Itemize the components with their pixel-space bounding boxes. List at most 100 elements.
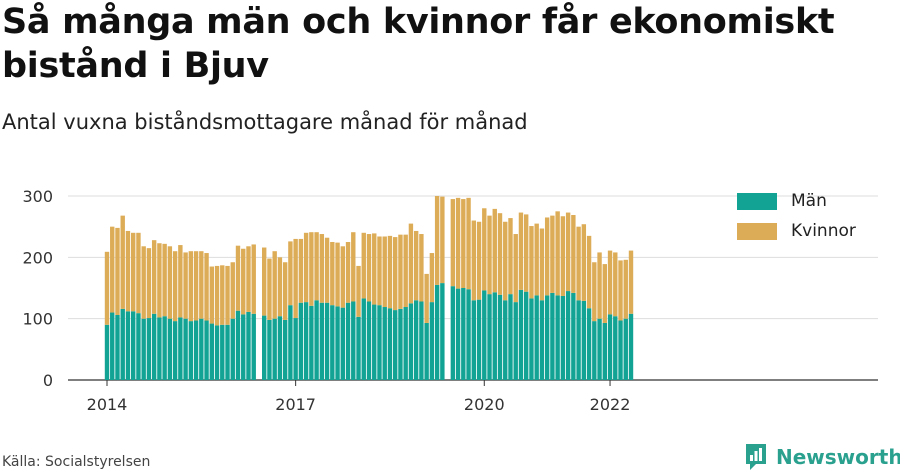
bar-man-2020-01	[482, 290, 487, 380]
bar-kvinnor-2016-07	[262, 247, 267, 316]
bar-kvinnor-2017-12	[351, 232, 356, 302]
bar-man-2017-02	[298, 302, 304, 380]
bar-man-2014-01	[104, 324, 110, 380]
bar-man-2018-05	[377, 305, 382, 380]
bar-kvinnor-2017-09	[335, 242, 340, 307]
bar-man-2017-01	[293, 318, 298, 380]
bar-kvinnor-2022-01	[607, 250, 613, 315]
y-tick-300: 300	[22, 187, 53, 206]
bar-man-2015-08	[204, 320, 209, 380]
bar-man-2019-12	[476, 299, 482, 380]
bar-man-2022-03	[618, 320, 623, 380]
bar-kvinnor-2019-08	[455, 197, 461, 289]
bar-kvinnor-2015-09	[209, 266, 214, 324]
bar-man-2016-11	[282, 319, 288, 380]
bar-man-2021-09	[586, 308, 592, 380]
bar-kvinnor-2017-02	[298, 238, 304, 303]
bar-kvinnor-2020-02	[487, 215, 492, 295]
bar-kvinnor-2017-08	[330, 242, 335, 306]
legend-swatch-kvinnor	[737, 222, 777, 240]
bar-man-2015-05	[188, 321, 194, 380]
bar-kvinnor-2018-09	[398, 234, 403, 309]
bar-kvinnor-2020-05	[503, 221, 508, 301]
bar-man-2014-08	[141, 318, 146, 380]
bar-kvinnor-2021-05	[565, 212, 571, 292]
bar-kvinnor-2018-06	[382, 236, 387, 308]
bar-man-2019-08	[455, 288, 461, 380]
bar-kvinnor-2020-12	[539, 228, 545, 301]
bar-man-2020-03	[492, 292, 497, 380]
bar-kvinnor-2015-05	[188, 251, 194, 322]
bar-man-2020-12	[539, 300, 545, 380]
bar-man-2019-09	[461, 288, 466, 380]
bar-kvinnor-2014-05	[125, 230, 131, 312]
bar-man-2021-03	[555, 295, 560, 380]
bar-man-2016-12	[288, 305, 293, 380]
bar-kvinnor-2020-01	[482, 208, 487, 291]
bar-kvinnor-2014-06	[131, 232, 136, 312]
newsworthy-logo-icon	[746, 444, 766, 470]
bar-man-2018-11	[408, 303, 414, 380]
bar-kvinnor-2021-12	[602, 264, 607, 323]
bar-kvinnor-2018-05	[377, 236, 382, 306]
bar-man-2016-04	[246, 311, 251, 380]
bar-man-2015-04	[183, 318, 188, 380]
bar-man-2014-06	[131, 311, 136, 380]
bar-kvinnor-2016-02	[235, 245, 241, 311]
bar-kvinnor-2018-02	[361, 232, 366, 299]
bar-kvinnor-2016-01	[230, 262, 235, 319]
bar-man-2022-01	[607, 314, 613, 380]
bar-man-2021-10	[592, 321, 597, 380]
bar-kvinnor-2015-02	[172, 251, 178, 322]
bar-man-2015-07	[199, 318, 204, 380]
bar-man-2020-08	[518, 289, 524, 380]
chart-subtitle: Antal vuxna biståndsmottagare månad för …	[2, 110, 528, 134]
bar-man-2018-12	[413, 300, 419, 380]
bar-man-2020-05	[503, 300, 508, 380]
bar-man-2018-08	[393, 310, 398, 380]
bar-man-2019-04	[434, 284, 440, 380]
bar-kvinnor-2022-03	[618, 260, 623, 321]
bar-kvinnor-2020-08	[518, 212, 524, 290]
bar-man-2021-11	[597, 318, 602, 380]
bar-man-2017-08	[330, 305, 335, 380]
bar-man-2020-10	[529, 298, 534, 380]
bar-man-2019-01	[419, 301, 424, 380]
bar-man-2022-04	[623, 318, 628, 380]
bar-man-2018-06	[382, 307, 387, 380]
bar-man-2022-02	[613, 316, 618, 380]
bar-kvinnor-2020-07	[513, 234, 518, 303]
bar-kvinnor-2021-04	[560, 216, 566, 296]
bar-kvinnor-2018-01	[356, 265, 361, 317]
bar-man-2015-01	[167, 318, 173, 380]
bar-man-2016-02	[235, 310, 241, 380]
bar-kvinnor-2017-10	[340, 246, 345, 308]
bar-man-2015-02	[172, 321, 178, 380]
bar-man-2020-06	[508, 294, 513, 380]
y-tick-100: 100	[22, 310, 53, 329]
bar-kvinnor-2016-11	[282, 262, 288, 320]
bar-man-2017-04	[309, 305, 314, 380]
y-tick-200: 200	[22, 248, 53, 267]
brand-logo[interactable]: Newsworthy	[744, 442, 900, 472]
bar-man-2021-02	[550, 292, 555, 380]
bar-man-2016-08	[267, 319, 272, 380]
bar-man-2020-04	[497, 294, 503, 380]
bar-kvinnor-2020-04	[497, 213, 503, 295]
bar-man-2017-06	[319, 302, 325, 380]
bar-kvinnor-2014-02	[110, 226, 115, 313]
bar-kvinnor-2020-09	[524, 214, 529, 292]
bar-kvinnor-2015-06	[193, 251, 199, 321]
bar-kvinnor-2016-08	[267, 258, 272, 320]
bar-man-2017-03	[303, 302, 309, 380]
bar-man-2019-05	[440, 283, 445, 380]
bar-kvinnor-2019-11	[471, 220, 476, 301]
bar-kvinnor-2019-10	[466, 197, 471, 290]
bar-kvinnor-2019-02	[424, 273, 429, 323]
bar-kvinnor-2017-03	[303, 232, 309, 303]
brand-name: Newsworthy	[776, 445, 900, 469]
bar-man-2020-07	[513, 302, 518, 380]
x-tick-labels: 2014 2017 2020 2022	[87, 380, 630, 414]
chart-title: Så många män och kvinnor får ekonomiskt …	[2, 2, 835, 86]
bar-man-2014-02	[110, 312, 115, 380]
